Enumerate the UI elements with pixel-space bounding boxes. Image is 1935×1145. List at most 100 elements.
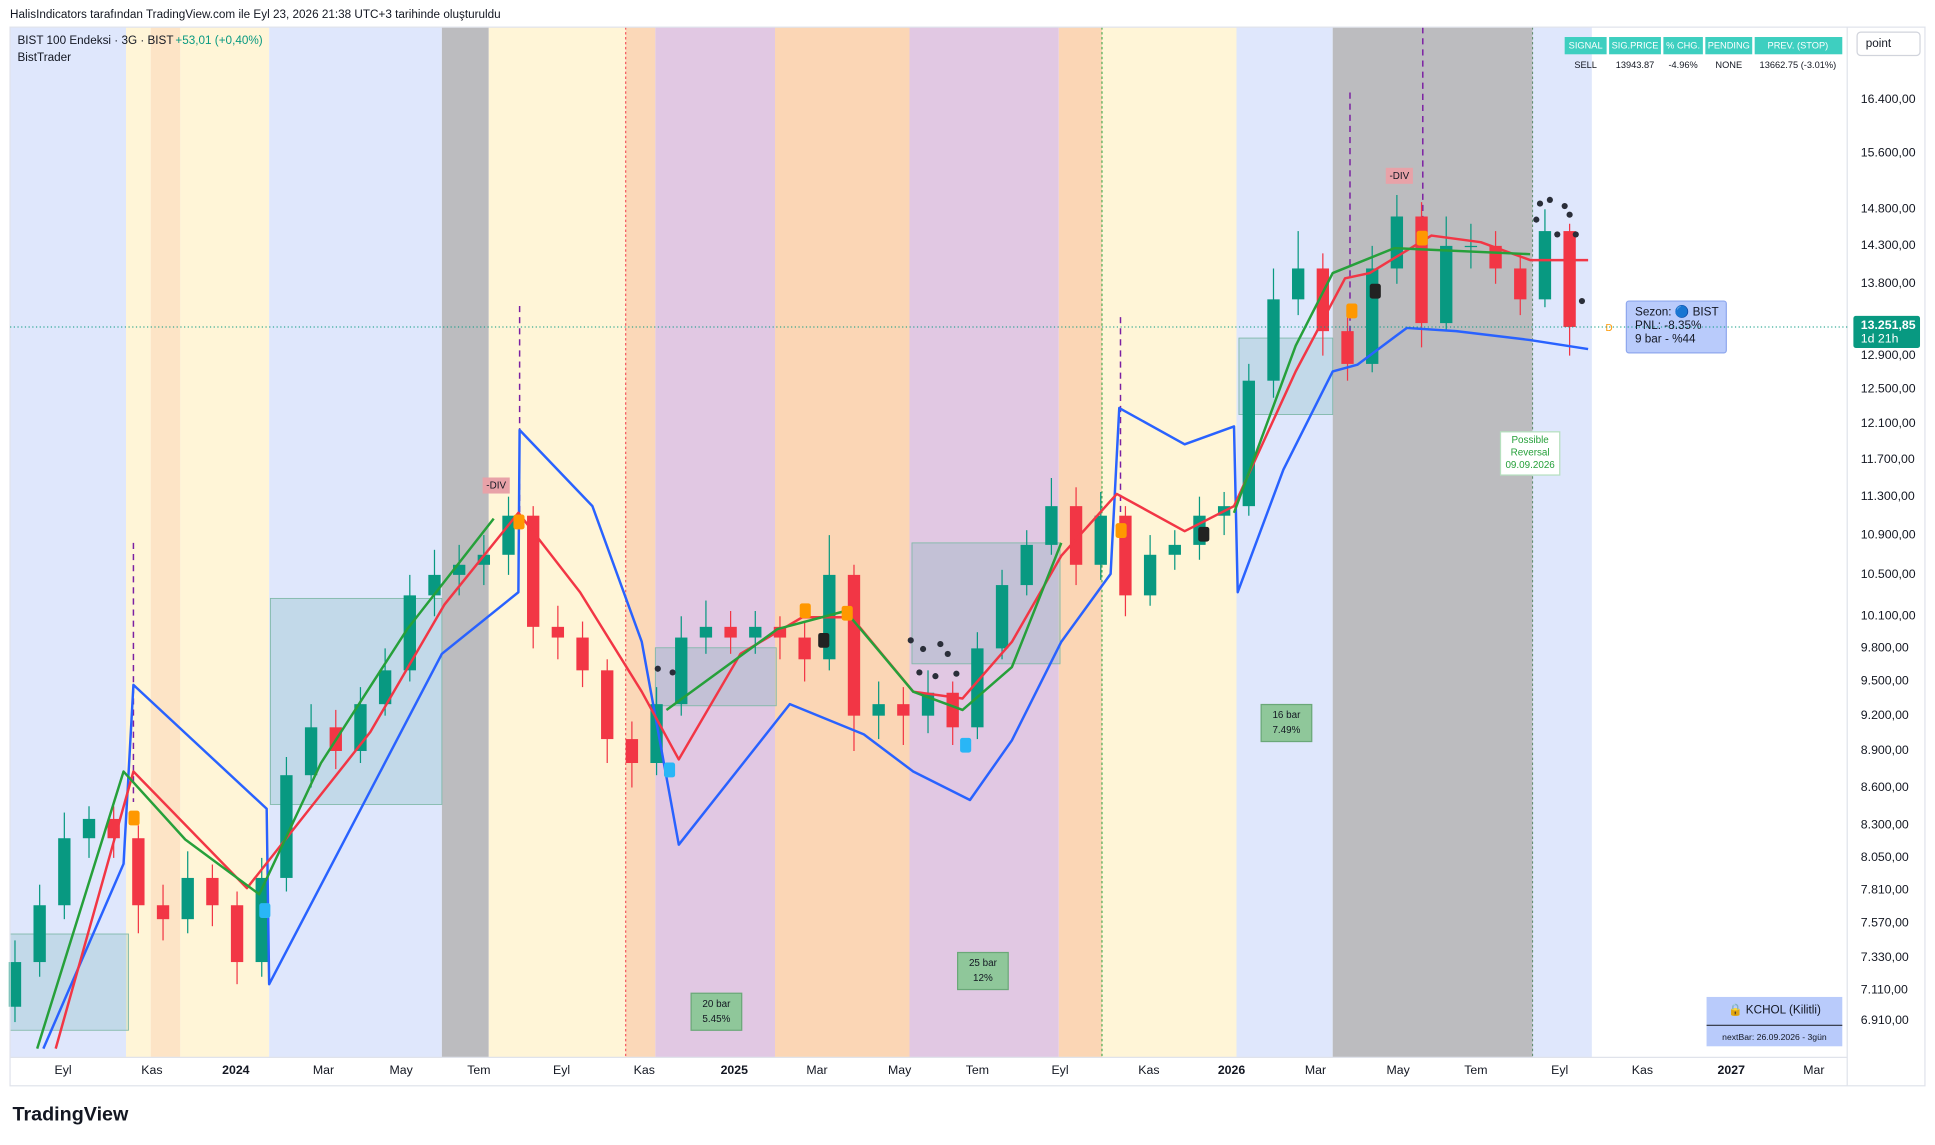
candle-body (527, 515, 540, 627)
indicator-line (36, 246, 1531, 1050)
y-tick-label: 15.600,00 (1861, 145, 1916, 159)
y-tick-label: 10.500,00 (1861, 567, 1916, 581)
lock-next-bar: nextBar: 26.09.2026 - 3gün (1722, 1032, 1827, 1042)
y-tick-label: 14.300,00 (1861, 238, 1916, 252)
candle-body (1242, 380, 1255, 507)
bar-box-label: 5.45% (702, 1014, 730, 1025)
candle-body (8, 962, 22, 1007)
candle-body (1341, 331, 1354, 364)
y-tick-label: 7.810,00 (1861, 882, 1909, 896)
candle-body (230, 905, 244, 963)
point-button-label[interactable]: point (1866, 37, 1892, 50)
candle-body (1143, 554, 1157, 596)
y-tick-label: 12.900,00 (1861, 348, 1916, 362)
x-tick-label: 2024 (222, 1063, 250, 1077)
y-tick-label: 13.800,00 (1861, 276, 1916, 290)
x-tick-label: Mar (1305, 1063, 1326, 1077)
candle-body (181, 877, 194, 920)
candle-body (995, 585, 1009, 649)
y-tick-label: 6.910,00 (1861, 1013, 1909, 1027)
annotations: 20 bar 5.45% 25 bar 12% 16 bar 7.49% -DI… (482, 167, 1727, 1031)
candle-body (1563, 231, 1576, 327)
x-tick-label: 2025 (721, 1063, 749, 1077)
lock-box: 🔒 KCHOL (Kilitli) nextBar: 26.09.2026 - … (1706, 996, 1843, 1047)
x-tick-label: Tem (966, 1063, 989, 1077)
candle-body (1094, 515, 1107, 565)
plot (8, 194, 1589, 1050)
y-tick-label: 12.500,00 (1861, 381, 1916, 395)
candle-body (1020, 544, 1033, 586)
y-tick-label: 8.300,00 (1861, 818, 1909, 832)
candle-body (1267, 299, 1280, 381)
indicator-line (42, 326, 1589, 1050)
y-tick-label: 11.700,00 (1861, 452, 1915, 466)
candle-body (699, 626, 713, 638)
x-tick-label: Mar (806, 1063, 827, 1077)
x-tick-label: Mar (313, 1063, 334, 1077)
x-tick-label: 2026 (1218, 1063, 1246, 1077)
candle-body (1538, 231, 1552, 300)
zones (10, 27, 1592, 1058)
candle-body (576, 637, 589, 671)
x-tick-label: May (888, 1063, 912, 1077)
candle-body (724, 626, 737, 638)
y-tick-label: 10.900,00 (1861, 527, 1916, 541)
x-tick-label: May (1386, 1063, 1410, 1077)
y-tick-label: 7.110,00 (1861, 982, 1908, 996)
y-tick-label: 8.900,00 (1861, 743, 1909, 757)
indicator-line (54, 234, 1589, 1049)
candle-body (971, 648, 984, 728)
candle-body (798, 637, 811, 660)
candle-body (378, 670, 392, 705)
signal-table: SIGNAL SIG.PRICE % CHG. PENDING PREV. (S… (1564, 37, 1843, 70)
candle-body (847, 574, 861, 716)
candle-body (304, 727, 318, 776)
x-tick-label: Mar (1803, 1063, 1824, 1077)
y-tick-label: 16.400,00 (1861, 92, 1916, 106)
candle-body (132, 838, 145, 906)
bar-box-label: 7.49% (1272, 725, 1300, 736)
indicator-name: BistTrader (17, 51, 71, 64)
symbol: BIST 100 Endeksi · 3G · BIST (17, 34, 173, 47)
x-tick-label: Kas (1138, 1063, 1159, 1077)
marker-label: D (1606, 323, 1613, 334)
reversal-label: Reversal (1511, 447, 1550, 458)
x-tick-label: Tem (467, 1063, 490, 1077)
candle-body (773, 626, 787, 638)
x-tick-label: Eyl (1551, 1063, 1568, 1077)
candle-body (452, 564, 466, 575)
countdown-label: 1d 21h (1861, 332, 1899, 346)
divergence-label: -DIV (1389, 171, 1409, 182)
table-cell: NONE (1715, 60, 1742, 70)
last-price-tag (1853, 315, 1921, 348)
candle-body (502, 515, 515, 555)
y-tick-label: 10.100,00 (1861, 609, 1916, 623)
reversal-label: Possible (1511, 435, 1549, 446)
candle-body (1069, 506, 1083, 565)
y-tick-label: 7.330,00 (1861, 950, 1909, 964)
table-header: PREV. (STOP) (1768, 41, 1829, 51)
candle-body (601, 670, 614, 740)
candle-body (551, 626, 565, 638)
candle-body (1045, 506, 1058, 545)
y-tick-label: 8.600,00 (1861, 780, 1909, 794)
candle-body (946, 692, 959, 728)
bar-box-label: 12% (973, 973, 993, 984)
x-tick-label: Kas (1632, 1063, 1653, 1077)
candle-body (1464, 245, 1478, 248)
bar-box-label: 20 bar (702, 999, 731, 1010)
candle-body (1291, 268, 1305, 300)
candle-body (1440, 245, 1453, 324)
x-tick-label: Eyl (55, 1063, 72, 1077)
point-button[interactable] (1856, 31, 1921, 57)
x-tick-label: Eyl (553, 1063, 570, 1077)
table-cell: SELL (1574, 60, 1597, 70)
x-tick-label: May (390, 1063, 414, 1077)
frame (9, 26, 1926, 1087)
candle-body (650, 704, 663, 764)
sezon-line: PNL: -8.35% (1635, 319, 1701, 332)
candle-body (749, 626, 762, 638)
candle-body (1390, 216, 1404, 269)
candle-body (403, 595, 416, 671)
